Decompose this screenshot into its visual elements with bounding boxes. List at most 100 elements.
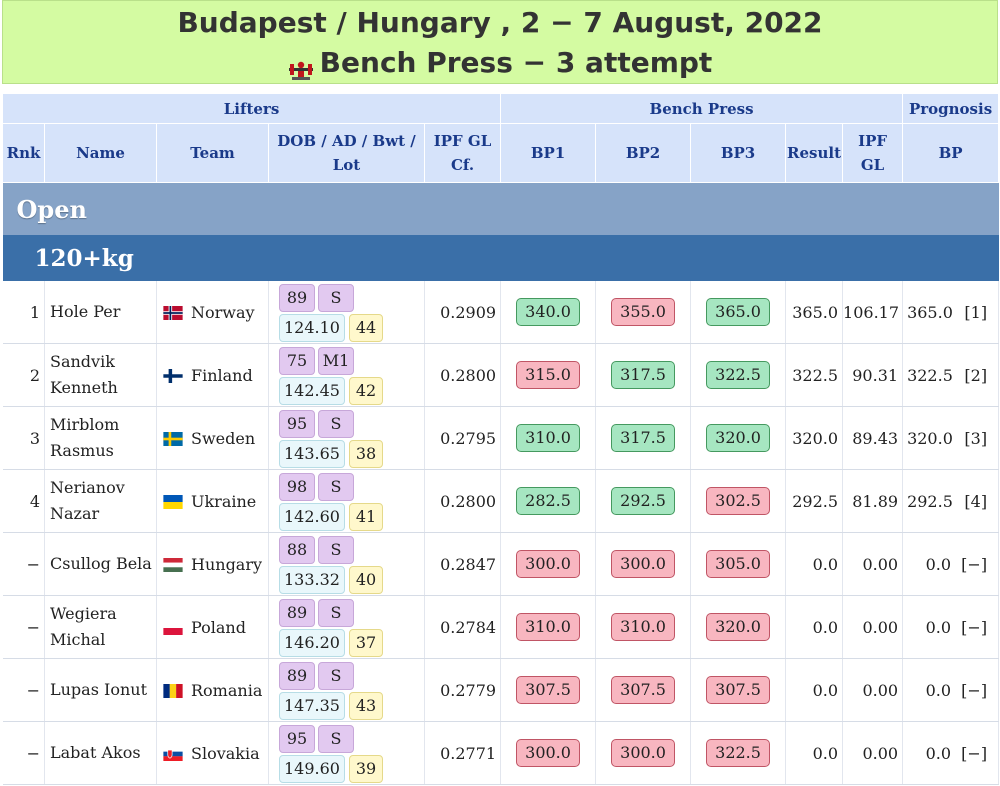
lifter-name-link[interactable]: Lupas Ionut — [44, 658, 157, 722]
event-title-row: Bench Press − 3 attempt — [3, 43, 997, 83]
header-cf: IPF GL Cf. — [423, 123, 502, 183]
lifter-name-link[interactable]: Hole Per — [44, 281, 157, 344]
lifter-name-link[interactable]: Nerianov Nazar — [44, 469, 157, 533]
bp2-cell: 310.0 — [595, 595, 692, 659]
prognosis-value: 0.0 — [925, 617, 952, 637]
good-lift-badge: 292.5 — [611, 487, 676, 515]
no-lift-badge: 315.0 — [516, 361, 581, 389]
good-lift-badge: 317.5 — [611, 424, 676, 452]
lifter-rank: − — [2, 721, 45, 785]
bench-press-icon — [288, 52, 314, 80]
ipf-gl-coefficient: 0.2800 — [424, 343, 502, 407]
no-lift-badge: 355.0 — [611, 298, 676, 326]
lifter-team: Slovakia — [156, 721, 269, 785]
prognosis-cell: 0.0 [−] — [902, 658, 1000, 722]
result-value: 0.0 — [785, 721, 844, 785]
no-lift-badge: 302.5 — [706, 487, 771, 515]
bodyweight-badge: 142.45 — [279, 377, 345, 405]
no-lift-badge: 320.0 — [706, 613, 771, 641]
header-cf-line2: Cf. — [450, 156, 475, 174]
no-lift-badge: 300.0 — [516, 550, 581, 578]
bp1-cell: 310.0 — [500, 595, 597, 659]
bodyweight-badge: 146.20 — [279, 629, 345, 657]
prognosis-value: 320.0 — [907, 428, 953, 448]
age-division-badge: S — [318, 410, 354, 438]
header-name: Name — [44, 123, 157, 183]
dob-badge: 95 — [279, 410, 315, 438]
good-lift-badge: 320.0 — [706, 424, 771, 452]
bp3-cell: 307.5 — [690, 658, 787, 722]
bp2-cell: 300.0 — [595, 721, 692, 785]
division-label: Open — [2, 182, 999, 235]
lifter-team: Romania — [156, 658, 269, 722]
age-division-badge: S — [318, 662, 354, 690]
header-bp3: BP3 — [690, 123, 787, 183]
bp3-cell: 302.5 — [690, 469, 787, 533]
lifter-rank: 1 — [2, 281, 45, 344]
lot-badge: 44 — [349, 314, 383, 342]
lifter-info: 89 S 146.20 37 — [268, 595, 425, 659]
competition-title: Budapest / Hungary , 2 − 7 August, 2022 — [177, 6, 823, 39]
ipf-gl-coefficient: 0.2795 — [424, 406, 502, 470]
prognosis-value: 292.5 — [907, 491, 953, 511]
bp1-cell: 340.0 — [500, 281, 597, 344]
ipf-gl-points: 0.00 — [842, 658, 904, 722]
bp3-cell: 322.5 — [690, 721, 787, 785]
lifter-team: Ukraine — [156, 469, 269, 533]
bp3-cell: 320.0 — [690, 595, 787, 659]
ipf-gl-points: 106.17 — [842, 281, 904, 344]
header-group-row: Lifters Bench Press Prognosis — [1, 93, 1000, 124]
age-division-badge: S — [318, 473, 354, 501]
team-name: Sweden — [191, 428, 256, 448]
lifter-name-link[interactable]: Wegiera Michal — [44, 595, 157, 659]
header-team: Team — [156, 123, 269, 183]
header-dob-line2: Lot — [332, 156, 361, 174]
lot-badge: 38 — [349, 440, 383, 468]
prognosis-rank: [1] — [964, 302, 988, 322]
prognosis-value: 0.0 — [925, 680, 952, 700]
no-lift-badge: 322.5 — [706, 739, 771, 767]
no-lift-badge: 307.5 — [706, 676, 771, 704]
prognosis-cell: 292.5 [4] — [902, 469, 1000, 533]
lifter-info: 95 S 149.60 39 — [268, 721, 425, 785]
header-bp2: BP2 — [595, 123, 692, 183]
lifter-name-link[interactable]: Mirblom Rasmus — [44, 406, 157, 470]
lifter-info: 75 M1 142.45 42 — [268, 343, 425, 407]
bp1-cell: 310.0 — [500, 406, 597, 470]
header-prognosis: Prognosis — [902, 93, 1000, 124]
finland-flag-icon — [163, 368, 183, 383]
no-lift-badge: 305.0 — [706, 550, 771, 578]
team-name: Slovakia — [191, 743, 260, 763]
prognosis-value: 0.0 — [925, 554, 952, 574]
bp2-cell: 317.5 — [595, 406, 692, 470]
header-gl-line2: GL — [860, 156, 885, 174]
bp1-cell: 282.5 — [500, 469, 597, 533]
header-dob: DOB / AD / Bwt / Lot — [268, 123, 425, 183]
prognosis-rank: [2] — [964, 365, 988, 385]
good-lift-badge: 310.0 — [516, 424, 581, 452]
ipf-gl-points: 0.00 — [842, 721, 904, 785]
result-value: 365.0 — [785, 281, 844, 344]
lifter-info: 98 S 142.60 41 — [268, 469, 425, 533]
lifter-name-link[interactable]: Labat Akos — [44, 721, 157, 785]
lifter-row: − Wegiera Michal Poland 89 S 146.20 37 0.2784 31… — [2, 595, 1000, 659]
slovakia-flag-icon — [163, 746, 183, 761]
dob-badge: 75 — [279, 347, 315, 375]
ipf-gl-points: 81.89 — [842, 469, 904, 533]
dob-badge: 89 — [279, 599, 315, 627]
norway-flag-icon — [163, 305, 183, 320]
romania-flag-icon — [163, 683, 183, 698]
bodyweight-badge: 124.10 — [279, 314, 345, 342]
prognosis-cell: 0.0 [−] — [902, 721, 1000, 785]
lifter-row: 1 Hole Per Norway 89 S 124.10 44 0.2909 340.0 355… — [2, 281, 1000, 344]
lifter-name-link[interactable]: Sandvik Kenneth — [44, 343, 157, 407]
lifter-name-link[interactable]: Csullog Bela — [44, 532, 157, 596]
ipf-gl-coefficient: 0.2909 — [424, 281, 502, 344]
bp1-cell: 300.0 — [500, 532, 597, 596]
dob-badge: 89 — [279, 662, 315, 690]
good-lift-badge: 365.0 — [706, 298, 771, 326]
lifter-team: Norway — [156, 281, 269, 344]
team-name: Norway — [191, 302, 255, 322]
prognosis-rank: [−] — [961, 680, 988, 700]
result-value: 0.0 — [785, 595, 844, 659]
